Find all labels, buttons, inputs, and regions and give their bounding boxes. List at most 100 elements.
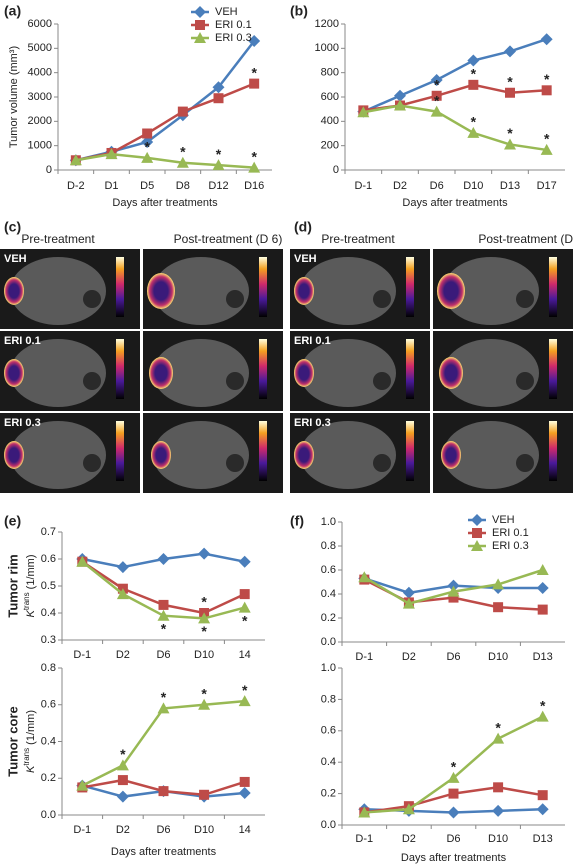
y-tick-label: 1000 bbox=[28, 140, 52, 152]
colorbar bbox=[406, 257, 414, 317]
panel-label: (e) bbox=[4, 513, 21, 529]
x-tick-label: D2 bbox=[393, 180, 407, 192]
marker bbox=[430, 105, 443, 117]
y-tick-label: 0.4 bbox=[321, 588, 336, 600]
column-header: Pre-treatment bbox=[21, 232, 95, 246]
x-tick-label: D6 bbox=[446, 651, 460, 663]
x-tick-label: D2 bbox=[116, 649, 130, 661]
marker bbox=[69, 154, 82, 166]
series-line bbox=[81, 699, 245, 787]
k-sup: trans bbox=[22, 592, 31, 610]
marker bbox=[493, 602, 504, 613]
x-tick-label: D16 bbox=[244, 180, 264, 192]
y-axis-label: Tumor volume (mm³) bbox=[8, 46, 20, 148]
marker bbox=[447, 806, 460, 819]
legend-marker bbox=[472, 528, 482, 538]
y-tick-label: 3000 bbox=[28, 91, 52, 103]
marker bbox=[492, 578, 505, 590]
k-symbol: K bbox=[25, 765, 37, 773]
marker bbox=[198, 547, 211, 560]
x-tick-label: D10 bbox=[194, 824, 214, 836]
marker bbox=[116, 588, 129, 600]
marker bbox=[213, 93, 224, 104]
x-tick-label: D2 bbox=[402, 833, 416, 845]
significance-label: * bbox=[544, 131, 550, 147]
y-tick-label: 0.5 bbox=[41, 580, 56, 592]
tumor bbox=[147, 273, 175, 309]
marker bbox=[116, 759, 129, 771]
significance-label: * bbox=[242, 612, 248, 628]
column-header: Post-treatment (D 10) bbox=[478, 232, 574, 246]
y-tick-label: 0.0 bbox=[321, 819, 336, 831]
row-label: ERI 0.3 bbox=[294, 417, 331, 429]
significance-label: * bbox=[161, 689, 167, 705]
significance-label: * bbox=[251, 64, 257, 80]
significance-label: * bbox=[201, 685, 207, 701]
significance-label: * bbox=[507, 125, 513, 141]
mri-organ bbox=[516, 290, 534, 308]
x-tick-label: D13 bbox=[533, 833, 553, 845]
colorbar bbox=[116, 421, 124, 481]
marker bbox=[157, 553, 170, 565]
colorbar bbox=[259, 421, 267, 481]
legend-label: ERI 0.1 bbox=[215, 19, 252, 31]
marker bbox=[504, 138, 516, 150]
marker bbox=[105, 148, 118, 160]
y-tick-label: 0.0 bbox=[41, 809, 56, 821]
legend-label: VEH bbox=[215, 6, 238, 18]
marker bbox=[239, 776, 250, 787]
row-label: ERI 0.3 bbox=[4, 417, 41, 429]
mri-organ bbox=[226, 454, 244, 472]
marker bbox=[158, 599, 169, 610]
row-label: VEH bbox=[4, 253, 27, 265]
marker bbox=[117, 775, 128, 786]
y-tick-label: 2000 bbox=[28, 115, 52, 127]
significance-label: * bbox=[544, 71, 550, 87]
marker bbox=[141, 151, 154, 163]
panel-label: (d) bbox=[294, 219, 312, 235]
significance-label: * bbox=[216, 146, 222, 162]
y-tick-label: 5000 bbox=[28, 42, 52, 54]
significance-label: * bbox=[540, 697, 546, 713]
marker bbox=[402, 586, 415, 599]
legend-label: ERI 0.1 bbox=[492, 527, 529, 539]
mri-organ bbox=[516, 372, 534, 390]
colorbar bbox=[116, 257, 124, 317]
legend-marker bbox=[471, 514, 483, 526]
tumor bbox=[151, 441, 171, 469]
marker bbox=[249, 78, 260, 89]
y-tick-label: 1000 bbox=[315, 42, 339, 54]
y-tick-label: 0.0 bbox=[321, 636, 336, 648]
series-line bbox=[75, 152, 255, 169]
mri-body bbox=[10, 421, 106, 489]
legend-marker bbox=[195, 20, 205, 30]
marker bbox=[116, 790, 129, 803]
y-tick-label: 1.0 bbox=[321, 662, 336, 674]
marker bbox=[536, 564, 549, 575]
mri-body bbox=[443, 339, 539, 407]
mri-body bbox=[10, 339, 106, 407]
panel-label: (b) bbox=[290, 3, 308, 19]
mri-organ bbox=[226, 372, 244, 390]
y-tick-label: 0.2 bbox=[41, 772, 56, 784]
marker bbox=[177, 106, 188, 117]
marker bbox=[238, 555, 251, 568]
significance-label: * bbox=[161, 620, 167, 636]
marker bbox=[536, 710, 549, 722]
marker bbox=[537, 604, 548, 615]
marker bbox=[447, 585, 460, 597]
marker bbox=[394, 99, 406, 111]
tumor bbox=[4, 359, 24, 387]
marker bbox=[467, 54, 480, 67]
mri-organ bbox=[373, 290, 391, 308]
marker bbox=[431, 90, 442, 101]
marker bbox=[76, 779, 89, 791]
marker bbox=[536, 803, 549, 816]
mri-organ bbox=[373, 454, 391, 472]
mri-organ bbox=[83, 454, 101, 472]
significance-label: * bbox=[507, 73, 513, 89]
legend-marker bbox=[194, 32, 206, 43]
x-axis-label: Days after treatments bbox=[401, 852, 507, 864]
x-tick-label: 14 bbox=[239, 824, 251, 836]
significance-label: * bbox=[434, 92, 440, 108]
